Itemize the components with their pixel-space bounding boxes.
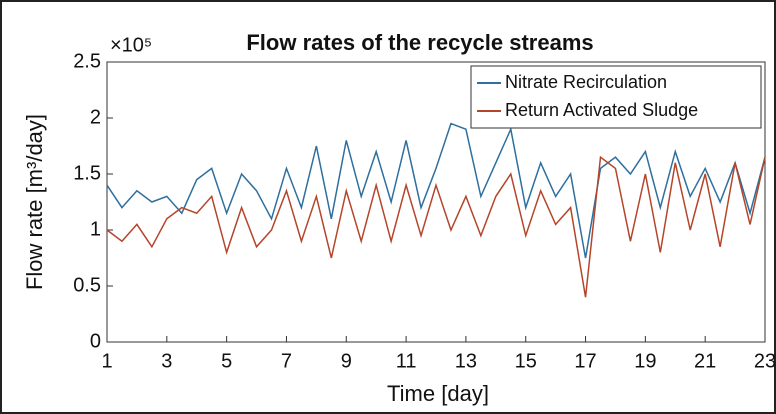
series-line	[106, 122, 766, 259]
legend-box	[470, 65, 762, 129]
y-tick-label: 0.5	[73, 274, 101, 296]
y-tick-label: 2.5	[73, 50, 101, 72]
y-tick-label: 2	[90, 106, 101, 128]
legend-label: Nitrate Recirculation	[505, 72, 667, 92]
chart-title: Flow rates of the recycle streams	[246, 30, 593, 55]
x-tick-label: 5	[221, 350, 232, 372]
x-tick-label: 23	[754, 350, 776, 372]
y-axis-label: Flow rate [m³/day]	[22, 114, 47, 290]
x-tick-label: 19	[634, 350, 656, 372]
x-tick-label: 17	[574, 350, 596, 372]
x-tick-label: 9	[341, 350, 352, 372]
x-tick-label: 21	[694, 350, 716, 372]
y-tick-label: 0	[90, 330, 101, 352]
y-exponent: ×10⁵	[110, 34, 152, 56]
legend-label: Return Activated Sludge	[505, 100, 698, 120]
x-tick-label: 15	[515, 350, 537, 372]
x-tick-label: 13	[455, 350, 477, 372]
y-tick-label: 1.5	[73, 162, 101, 184]
x-tick-label: 7	[281, 350, 292, 372]
x-tick-label: 1	[101, 350, 112, 372]
x-tick-label: 3	[161, 350, 172, 372]
y-tick-label: 1	[90, 218, 101, 240]
x-axis-label: Time [day]	[387, 381, 489, 406]
series-line	[106, 155, 766, 298]
x-tick-label: 11	[396, 350, 417, 372]
